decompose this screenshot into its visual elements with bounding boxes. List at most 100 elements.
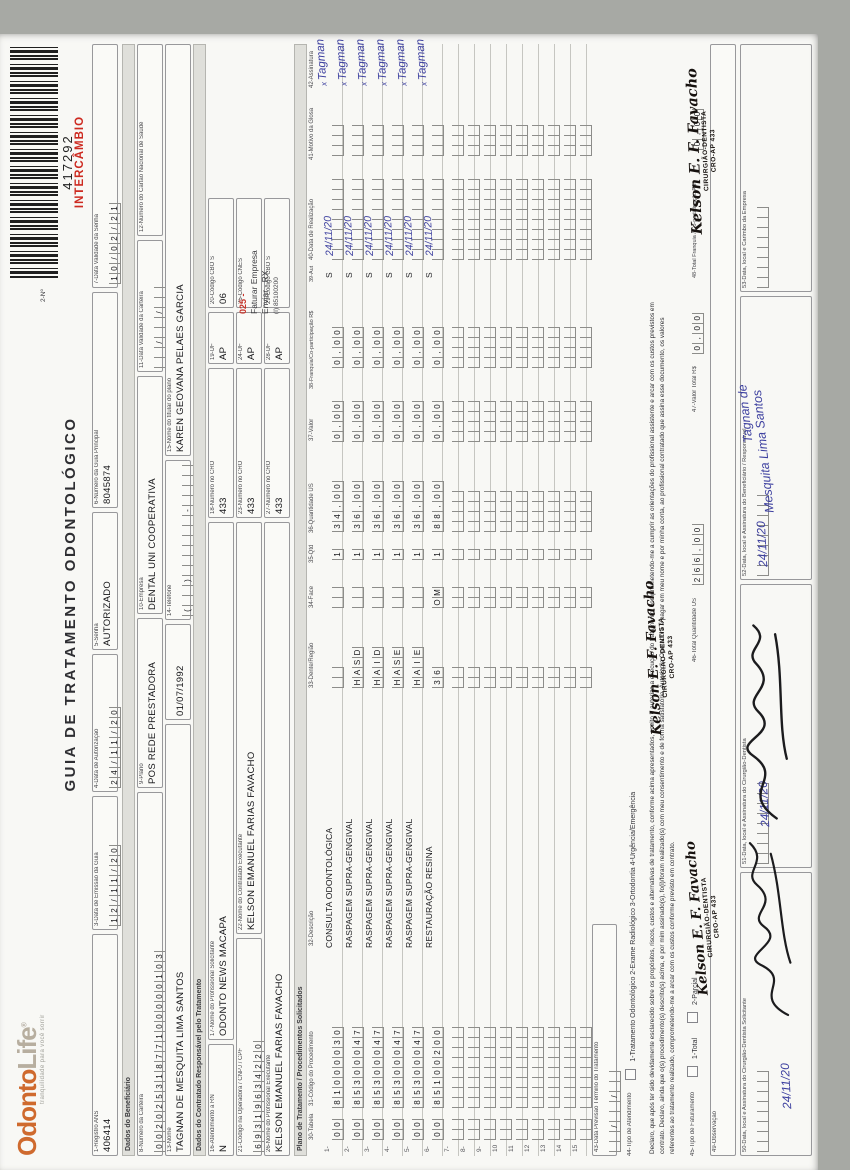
field-uf-19: 19-UF AP [208,312,234,364]
table-cell: 85300047 [384,1027,404,1108]
char-box [580,401,592,412]
char-box [580,1058,592,1068]
col-header-descricao: 32-Descrição [309,910,315,946]
char-box: 6 [692,565,704,576]
field-total-quantidade-us: 46-Total Quantidade US 266,00 [684,524,704,662]
table-cell: 0,00 [344,327,364,368]
char-box: 0 [109,264,121,274]
field-data-nascimento: 01/07/1992 [165,624,191,720]
faturamento-parcial-checkbox [687,1012,699,1024]
handwritten-row-signature: xTagman [314,38,330,87]
char-box: / [109,758,121,768]
field-plano: 9-Plano POS REDE PRESTADORA [137,618,163,788]
table-cell: 13 [540,1144,547,1152]
char-box: 2 [109,856,121,866]
field-atendimento-rn: 16-Atendimento a RN N [208,1044,234,1156]
logo-tagline: tranquilidade para você sorrir [40,1014,46,1104]
col-header-aut: 39-Aut [309,265,315,282]
table-cell [344,587,364,608]
char-box [580,412,592,422]
procedure-row-empty: 11 [506,44,528,1156]
char-box: 1 [109,886,121,896]
char-box: 1 [109,876,121,886]
char-box: 6 [692,555,704,566]
form-title: GUIA DE TRATAMENTO ODONTOLÓGICO [62,416,79,792]
table-cell: 00 [324,1119,344,1140]
section-plano-tratamento: Plano de Tratamento / Procedimentos Soli… [294,44,307,1156]
table-cell: S [344,272,354,278]
table-cell: 0,00 [384,401,404,442]
char-box [580,1088,592,1098]
logo-word-life: Life [12,1027,42,1070]
field-contratado-executante: 22-Nome do Contratado Executante KELSON E… [236,522,262,934]
signature-x-mark: x [379,81,389,87]
char-box: 0 [692,312,704,324]
char-box [580,667,592,678]
char-box: 0 [692,535,704,546]
field-data-autorizacao: 4-Data de Autorização 24/11/20 [92,654,121,792]
table-cell: RASPAGEM SUPRA-GENGIVAL [364,818,374,948]
char-box [609,1132,621,1142]
table-cell: 24/11/20 [402,179,424,260]
field-empresa: 10-Empresa DENTAL UNI COOPERATIVA [137,376,163,614]
char-box: 2 [109,718,121,728]
table-cell: 8- [460,1146,467,1152]
handwritten-realization-date: 24/11/20 [421,215,437,257]
table-cell: 36,00 [384,481,404,532]
signature-x-mark: x [399,81,409,87]
field-codigo-operadora: 21-Código na Operadora / CNPJ / CPF 69319… [236,938,265,1156]
table-cell: 81000030 [324,1027,344,1108]
table-cell [404,125,424,156]
table-cell [384,587,404,608]
char-box [580,210,592,220]
table-cell: 85300047 [404,1027,424,1108]
char-box [757,1112,769,1122]
procedure-row-empty: 14 [554,44,576,1156]
char-box: , [692,333,704,344]
char-box: 4 [109,768,121,778]
table-cell [424,125,444,156]
field-data-emissao: 3-Data de Emissão da Guia 12/11/20 [92,796,121,930]
table-cell [572,549,592,560]
table-cell: 0,00 [364,401,384,442]
table-cell: 1 [424,549,444,560]
char-box [757,268,769,278]
procedure-row-empty: 13 [538,44,560,1156]
field-cro-23: 23-Número no CRO 433 [236,368,262,518]
char-box [580,1098,592,1108]
col-header-tabela: 30-Tabela [309,1113,315,1140]
char-box [580,1038,592,1048]
char-box [580,1130,592,1140]
procedure-row-empty: 10 [490,44,512,1156]
char-box [580,522,592,532]
table-cell: 1 [384,549,404,560]
table-cell: 36,00 [344,481,364,532]
field-uf-24: 24-UF AP [236,312,262,364]
char-box [580,338,592,348]
table-cell: 0,00 [424,327,444,368]
field-numero-carteira: 8-Número da Carteira 00202531877100000103 [137,792,166,1156]
field-validade-carteira: 11-Data Validade da Carteira / / [137,240,166,372]
table-cell: 36 [424,667,444,688]
handwritten-row-signature: xTagman [334,38,350,87]
procedure-row-empty: 9- [474,44,496,1156]
table-cell: 11 [508,1145,515,1152]
char-box [609,1082,621,1092]
char-box [580,1119,592,1130]
table-cell: 24/11/20 [322,179,344,260]
table-cell: 36,00 [404,481,424,532]
char-box: 1 [109,916,121,926]
table-cell [572,179,592,260]
table-cell [572,667,592,688]
registered-mark-icon: ® [21,1023,29,1028]
char-box [580,587,592,598]
field-cartao-nacional-saude: 12-Número do Cartão Nacional de Saúde [137,44,163,236]
tipo-atendimento-options: 1-Tratamento Odontológico 2-Exame Radiol… [630,791,637,1062]
procedure-row: 4- 00 85300047 RASPAGEM SUPRA-GENGIVAL HASE … [374,38,404,1156]
char-box [757,207,769,218]
table-cell [572,125,592,156]
table-cell [324,125,344,156]
char-box: 0 [109,845,121,856]
annotation-code: 025 - [238,293,248,314]
